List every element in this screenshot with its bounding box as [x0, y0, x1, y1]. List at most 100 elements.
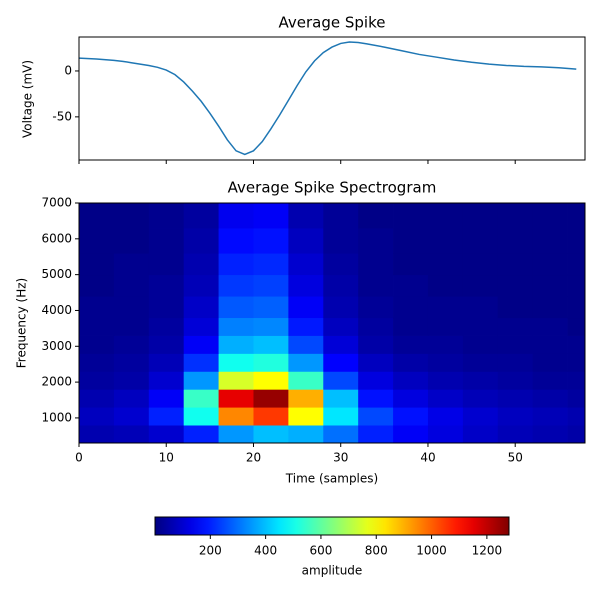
heatmap-cell	[532, 253, 568, 276]
y-tick-label: 4000	[41, 303, 72, 317]
heatmap-cell	[113, 296, 150, 319]
heatmap-cell	[358, 296, 394, 319]
heatmap-cell	[79, 407, 115, 426]
heatmap-cell	[79, 296, 115, 319]
heatmap-cell	[497, 407, 534, 426]
colorbar-tick-label: 1000	[416, 544, 447, 558]
heatmap-cell	[253, 335, 289, 354]
heatmap-cell	[288, 296, 324, 319]
heatmap-cell	[113, 407, 150, 426]
heatmap-cell	[497, 274, 534, 297]
x-tick-label: 20	[246, 451, 261, 465]
heatmap-cell	[253, 425, 289, 443]
heatmap-cell	[427, 317, 464, 336]
heatmap-cell	[113, 228, 150, 254]
heatmap-cell	[497, 389, 534, 408]
heatmap-cell	[113, 371, 150, 390]
y-tick-label: 5000	[41, 267, 72, 281]
heatmap-cell	[148, 253, 185, 276]
heatmap-cell	[183, 335, 219, 354]
heatmap-cell	[532, 228, 568, 254]
heatmap-cell	[288, 274, 324, 297]
heatmap-cell	[148, 296, 185, 319]
heatmap-cell	[79, 228, 115, 254]
heatmap-cell	[497, 228, 534, 254]
colorbar	[154, 516, 510, 536]
heatmap-cell	[323, 296, 359, 319]
x-tick-label: 40	[420, 451, 435, 465]
heatmap-cell	[358, 203, 394, 229]
heatmap-cell	[358, 425, 394, 443]
heatmap-cell	[532, 407, 568, 426]
heatmap-cell	[393, 353, 429, 372]
heatmap-cell	[532, 353, 568, 372]
heatmap-cell	[427, 296, 464, 319]
heatmap-cell	[462, 296, 499, 319]
heatmap-cell	[218, 425, 254, 443]
colorbar-tick-label: 400	[254, 544, 277, 558]
heatmap-cell	[218, 228, 254, 254]
heatmap-cell	[148, 407, 185, 426]
heatmap-cell	[532, 335, 568, 354]
y-tick-label: 2000	[41, 375, 72, 389]
chart-title: Average Spike	[279, 14, 386, 32]
heatmap-cell	[427, 274, 464, 297]
heatmap-cell	[462, 335, 499, 354]
heatmap-cell	[288, 335, 324, 354]
heatmap-cell	[427, 407, 464, 426]
heatmap-cell	[532, 317, 568, 336]
heatmap-cell	[462, 228, 499, 254]
heatmap-cell	[183, 371, 219, 390]
heatmap-cell	[323, 253, 359, 276]
heatmap-cell	[567, 253, 585, 276]
heatmap-cell	[323, 353, 359, 372]
heatmap-cell	[393, 317, 429, 336]
heatmap-cell	[393, 425, 429, 443]
y-tick-label: 7000	[41, 196, 72, 210]
heatmap-cell	[113, 425, 150, 443]
heatmap-cell	[218, 335, 254, 354]
y-axis-label: Frequency (Hz)	[15, 278, 29, 369]
heatmap-cell	[462, 317, 499, 336]
heatmap-cell	[113, 203, 150, 229]
chart-title: Average Spike Spectrogram	[228, 179, 437, 197]
heatmap-cell	[462, 425, 499, 443]
heatmap-cell	[532, 425, 568, 443]
heatmap-cell	[113, 253, 150, 276]
heatmap-cell	[79, 389, 115, 408]
heatmap-cell	[113, 274, 150, 297]
x-tick-label: 30	[333, 451, 348, 465]
heatmap-cell	[183, 389, 219, 408]
y-axis-label: Voltage (mV)	[21, 60, 35, 138]
colorbar-tick-label: 200	[199, 544, 222, 558]
heatmap-cell	[567, 353, 585, 372]
heatmap-cell	[288, 203, 324, 229]
heatmap-cell	[253, 274, 289, 297]
heatmap-cell	[148, 353, 185, 372]
heatmap-cell	[288, 407, 324, 426]
heatmap-cell	[323, 203, 359, 229]
heatmap-cell	[79, 371, 115, 390]
colorbar-label: amplitude	[302, 564, 363, 578]
heatmap-cell	[462, 371, 499, 390]
heatmap-cell	[79, 203, 115, 229]
heatmap-cell	[288, 371, 324, 390]
heatmap-cell	[183, 253, 219, 276]
heatmap-cell	[393, 203, 429, 229]
axes-frame	[78, 202, 586, 444]
heatmap-cell	[567, 203, 585, 229]
heatmap-cell	[497, 353, 534, 372]
heatmap-cell	[462, 203, 499, 229]
heatmap-cell	[148, 228, 185, 254]
colorbar-tick-label: 1200	[472, 544, 503, 558]
heatmap-cell	[183, 407, 219, 426]
heatmap-cell	[358, 228, 394, 254]
heatmap-cell	[427, 353, 464, 372]
heatmap-cell	[218, 296, 254, 319]
line	[79, 41, 577, 156]
heatmap-cell	[288, 228, 324, 254]
heatmap-cell	[462, 353, 499, 372]
heatmap-cell	[79, 317, 115, 336]
heatmap-cell	[253, 296, 289, 319]
heatmap-cell	[427, 371, 464, 390]
